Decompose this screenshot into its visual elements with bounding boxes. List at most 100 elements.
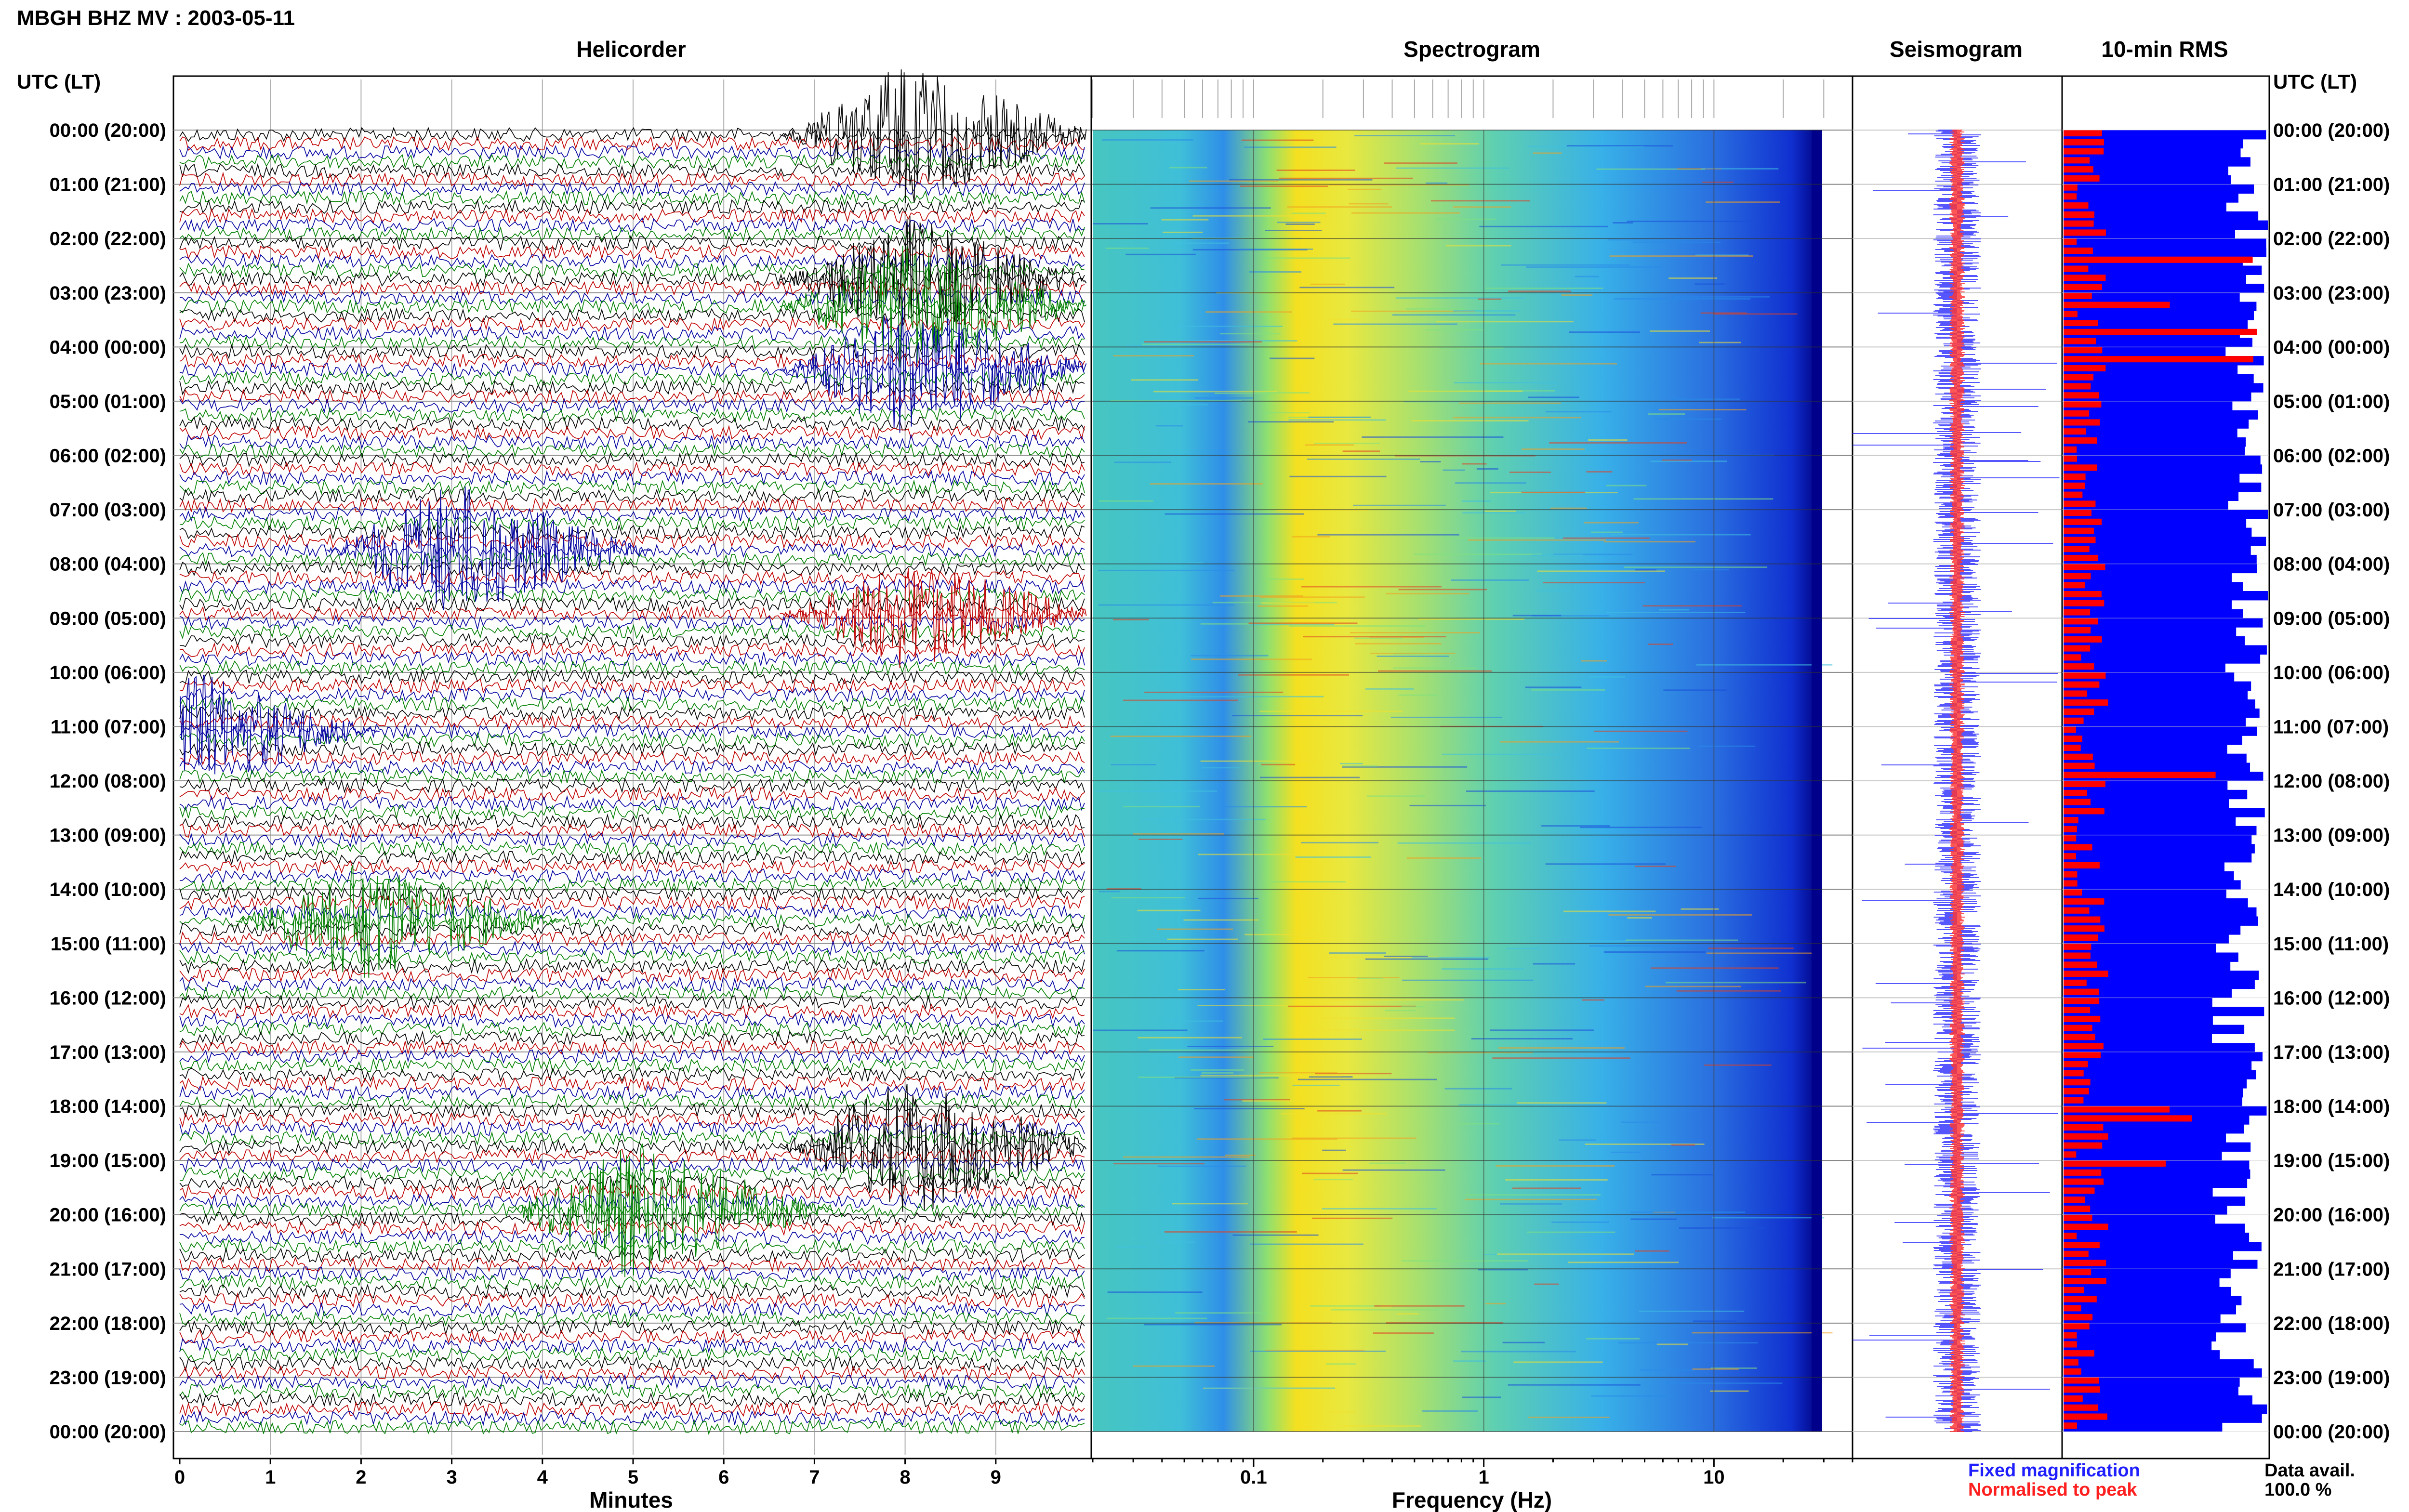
spectrogram-streak — [1373, 1332, 1434, 1334]
rms-fixed-bar — [2064, 789, 2248, 800]
spectrogram-streak — [1301, 841, 1379, 843]
helicorder-x-tick-label: 7 — [809, 1467, 820, 1488]
rms-normalised-bars — [2064, 130, 2257, 1429]
rms-normalised-bar — [2064, 175, 2100, 182]
helicorder-trace — [179, 858, 1085, 875]
spectrogram-x-tick-label: 0.1 — [1240, 1467, 1267, 1488]
spectrogram-streak — [1292, 1137, 1416, 1139]
rms-fixed-bar — [2064, 600, 2232, 610]
spectrogram-streak — [1342, 1169, 1445, 1171]
rms-fixed-bar — [2064, 1296, 2242, 1305]
rms-normalised-bar — [2064, 672, 2106, 679]
spectrogram-streak — [1512, 1187, 1581, 1189]
time-label-left: 11:00 (07:00) — [51, 716, 166, 737]
rms-fixed-bar — [2064, 763, 2250, 772]
rms-normalised-bar — [2064, 383, 2091, 390]
rms-normalised-bar — [2064, 1115, 2192, 1122]
rms-normalised-bar — [2064, 1079, 2091, 1086]
rms-normalised-bar — [2064, 1133, 2108, 1140]
spectrogram-panel: 0.1 1 10 Frequency (Hz) — [1090, 75, 1853, 1512]
spectrogram-streak — [1307, 458, 1420, 460]
spectrogram-streak — [1232, 715, 1363, 717]
time-label-left: 19:00 (15:00) — [50, 1150, 166, 1171]
spectrogram-streak — [1201, 1072, 1234, 1074]
spectrogram-streak — [1194, 397, 1253, 399]
spectrogram-streak — [1521, 491, 1586, 493]
spectrogram-streak — [1606, 485, 1647, 486]
spectrogram-streak — [1098, 604, 1235, 606]
spectrogram-streak — [1606, 612, 1746, 613]
helicorder-trace — [179, 1274, 1085, 1290]
spectrogram-streak — [1585, 1144, 1705, 1145]
rms-normalised-bar — [2064, 699, 2108, 706]
rms-fixed-bar — [2064, 464, 2263, 474]
helicorder-trace — [179, 1311, 1085, 1327]
helicorder-trace — [179, 1419, 1085, 1435]
spectrogram-streak — [1492, 1057, 1630, 1059]
rms-normalised-bar — [2064, 1395, 2083, 1402]
spectrogram-streak — [1351, 310, 1475, 312]
rms-normalised-bar — [2064, 1223, 2108, 1230]
rms-normalised-bar — [2064, 681, 2100, 688]
rms-fixed-bar — [2064, 573, 2232, 582]
spectrogram-streak — [1502, 1341, 1545, 1343]
spectrogram-streak — [1126, 345, 1175, 347]
rms-grid — [2062, 130, 2269, 1432]
rms-fixed-bar — [2064, 365, 2238, 375]
rms-normalised-bar — [2064, 446, 2077, 453]
spectrogram-streak — [1163, 231, 1203, 233]
rms-fixed-bar — [2064, 934, 2229, 944]
helicorder-trace — [179, 750, 1085, 767]
rms-normalised-bar — [2064, 871, 2078, 878]
rms-normalised-bar — [2064, 184, 2078, 191]
spectrogram-streak — [1681, 908, 1719, 910]
rms-fixed-bar — [2064, 510, 2268, 519]
rms-fixed-bar — [2064, 1169, 2250, 1179]
spectrogram-streak — [1541, 825, 1610, 827]
rms-normalised-bar — [2064, 1142, 2103, 1149]
time-label-left: 14:00 (10:00) — [50, 879, 166, 900]
helicorder-trace — [179, 352, 1085, 369]
seismogram-title: Seismogram — [1890, 37, 2023, 62]
rms-fixed-bar — [2064, 157, 2250, 167]
spectrogram-streak — [1706, 201, 1780, 203]
rms-fixed-bar — [2064, 1250, 2233, 1261]
spectrogram-streak — [1532, 615, 1609, 617]
rms-fixed-bar — [2064, 636, 2245, 646]
rms-fixed-bar — [2064, 672, 2235, 682]
spectrogram-streak — [1276, 170, 1355, 171]
spectrogram-streak — [1354, 637, 1403, 639]
rms-normalised-bar — [2064, 211, 2094, 218]
spectrogram-streak — [1517, 1102, 1607, 1104]
spectrogram-streak — [1150, 483, 1263, 485]
rms-normalised-bar — [2064, 772, 2216, 778]
helicorder-trace — [179, 686, 1085, 703]
spectrogram-streak — [1138, 1037, 1242, 1039]
spectrogram-streak — [1225, 1155, 1256, 1156]
spectrogram-streak — [1310, 1305, 1381, 1307]
spectrogram-streak — [1276, 510, 1369, 512]
spectrogram-streak — [1490, 1029, 1594, 1031]
time-label-right: 20:00 (16:00) — [2273, 1205, 2390, 1226]
spectrogram-streak — [1189, 180, 1279, 182]
spectrogram-streak — [1708, 947, 1794, 949]
rms-fixed-bar — [2064, 853, 2252, 863]
spectrogram-title: Spectrogram — [1403, 37, 1540, 62]
spectrogram-streak — [1327, 999, 1464, 1001]
rms-normalised-bar — [2064, 275, 2106, 281]
time-label-right: 00:00 (20:00) — [2273, 120, 2390, 141]
rms-normalised-bar — [2064, 889, 2082, 896]
spectrogram-streak — [1305, 444, 1354, 446]
spectrogram-streak — [1260, 596, 1365, 598]
spectrogram-streak — [1133, 1365, 1215, 1367]
rms-normalised-bar — [2064, 1359, 2078, 1366]
rms-fixed-bar — [2064, 1314, 2221, 1324]
spectrogram-streak — [1238, 248, 1313, 250]
spectrogram-streak — [1342, 1425, 1421, 1427]
helicorder-trace — [179, 1130, 1085, 1146]
rms-fixed-bar — [2064, 211, 2259, 221]
spectrogram-streak — [1710, 1390, 1749, 1392]
rms-normalised-bar — [2064, 763, 2095, 769]
spectrogram-streak — [1679, 1227, 1766, 1229]
helicorder-trace — [179, 777, 1085, 793]
